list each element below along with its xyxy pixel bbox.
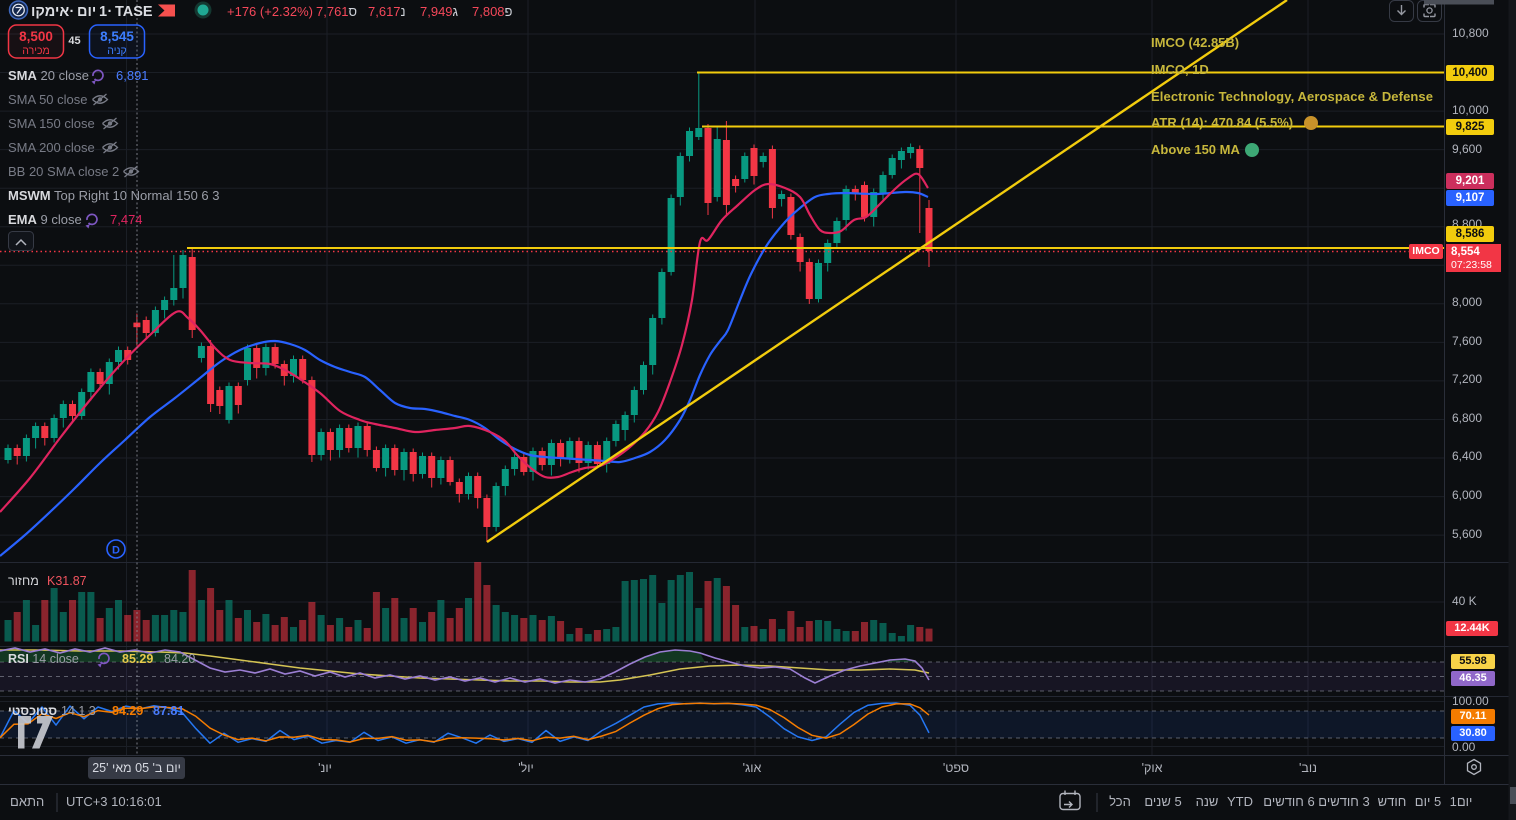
svg-text:D: D [112,545,120,557]
